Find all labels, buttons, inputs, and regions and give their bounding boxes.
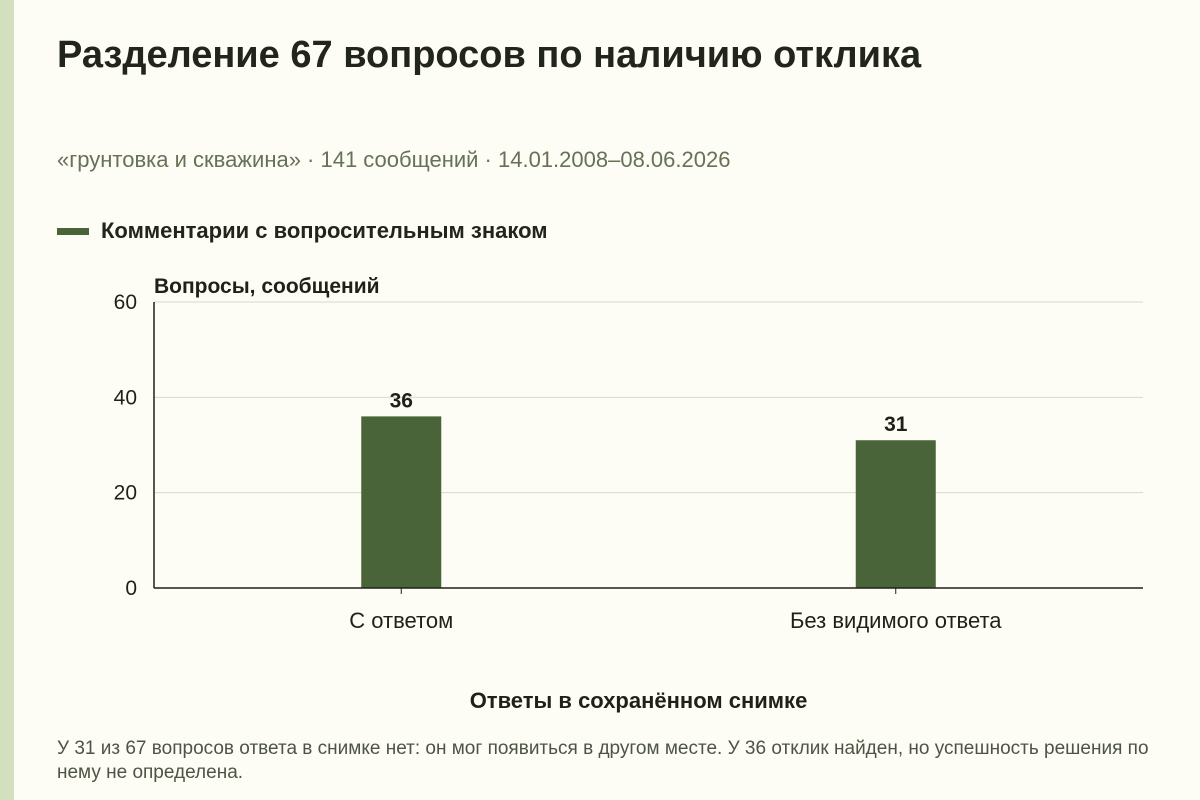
chart-caption: У 31 из 67 вопросов ответа в снимке нет:…	[57, 738, 1149, 783]
labels: 0 20 40 60 36 С ответом 31 Без видимого ответа	[114, 291, 1003, 633]
bars	[361, 416, 936, 588]
y-tick-label: 20	[114, 482, 137, 505]
y-tick-label: 40	[114, 386, 137, 409]
chart-title: Разделение 67 вопросов по наличию отклик…	[57, 34, 922, 76]
axes	[153, 302, 1143, 589]
x-category-label: Без видимого ответа	[790, 608, 1002, 633]
y-tick-label: 60	[114, 291, 137, 314]
legend-swatch	[57, 227, 89, 235]
chart-subtitle: «грунтовка и скважина» · 141 сообщений ·…	[57, 147, 731, 172]
legend: Комментарии с вопросительным знаком	[57, 218, 548, 244]
bar-value-label: 36	[390, 389, 413, 412]
bar	[855, 440, 936, 588]
y-tick-label: 0	[125, 577, 137, 600]
x-axis-title: Ответы в сохранённом снимке	[470, 688, 808, 713]
left-accent-stripe	[0, 0, 14, 800]
y-axis-title: Вопросы, сообщений	[154, 275, 380, 298]
grid-lines	[154, 301, 1143, 494]
bar-value-label: 31	[884, 413, 908, 436]
x-category-label: С ответом	[349, 608, 453, 633]
bar	[361, 416, 442, 588]
legend-label: Комментарии с вопросительным знаком	[101, 218, 548, 243]
